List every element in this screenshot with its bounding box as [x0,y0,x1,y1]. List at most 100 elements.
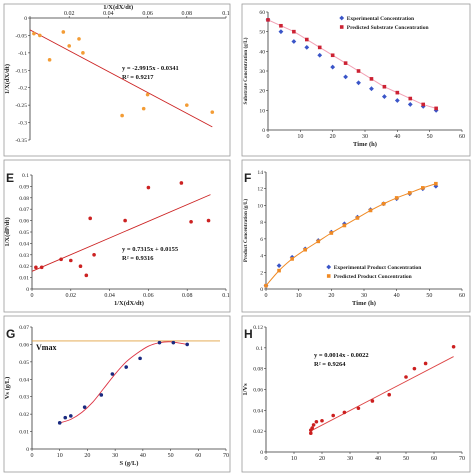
y-tick-label: 20 [259,89,265,95]
series-1 [57,340,189,425]
data-point [179,181,184,185]
y-tick-label: 10 [257,203,263,209]
data-point [434,181,438,186]
x-tick-label: 0.08 [182,293,193,299]
data-point [61,30,66,34]
data-point [69,414,73,418]
chart-panel-6: H 0 10 20 30 40 50 60 70 0 0.02 0.04 0.06 0.08 0.1 0.12… [241,315,471,473]
data-point [123,218,127,223]
panel-border [3,3,231,157]
y-tick-label: 0.01 [19,276,29,282]
y-tick-label: 0.04 [253,408,263,414]
data-point [138,356,142,361]
y-tick-label: 0 [24,16,27,22]
data-point [310,426,315,430]
x-tick-label: 10 [291,456,297,462]
data-point [305,37,309,42]
y-axis-title: 1/X(dX/dt) [4,64,11,94]
data-point [185,103,189,107]
y-tick-label: 0.08 [253,367,263,373]
data-point [32,31,36,36]
x-tick-label: 30 [361,293,367,299]
y-tick-label: 0.05 [19,230,29,236]
data-point [408,96,413,101]
y-tick-label: 0.07 [19,325,29,331]
panel-letter: G [6,327,15,341]
panel-letter: E [6,171,14,185]
y-tick-label: 0.08 [19,196,29,202]
equation-label: R² = 0.9217 [122,74,154,81]
y-axis-title: 1/Vs [242,383,249,396]
chart-panel-4: F 0 10 20 30 40 50 60 0 2 4 6 8 10 12 14 Time (h) Product… [241,159,471,313]
legend-marker [339,25,344,29]
data-point [264,283,268,288]
data-point [38,33,42,38]
data-point [421,102,425,107]
data-point [314,419,319,424]
data-point [279,23,283,28]
data-point [277,268,281,273]
x-tick-label: 0 [31,293,34,299]
x-tick-label: 20 [84,453,90,459]
x-tick-label: 40 [375,456,381,462]
y-tick-label: 0.09 [19,184,29,190]
data-point [82,405,87,409]
y-tick-label: 0.07 [19,207,29,213]
trend-line [29,29,213,128]
equation-label: y = -2.9915x - 0.0341 [122,65,179,72]
data-point [331,413,336,418]
y-tick-label: 50 [259,30,265,36]
data-point [421,186,425,190]
y-tick-label: 0.01 [19,430,29,436]
data-point [316,239,321,244]
legend-marker [326,264,332,270]
equation-label: y = 0.7315x + 0.0155 [122,246,179,253]
panel-border [241,3,471,157]
y-tick-label: 0.02 [253,429,263,435]
data-point [317,52,323,58]
x-tick-label: 0 [265,456,268,462]
panel-letter: H [244,327,253,341]
data-point [69,258,73,263]
data-point [434,106,438,111]
y-tick-label: 6 [260,237,263,243]
y-tick-label: -0.1 [18,51,27,57]
x-tick-label: 30 [347,456,353,462]
data-point [77,37,81,41]
y-axis-title: Vs (g/L) [4,377,11,400]
x-axis-title: S (g/L) [120,460,139,467]
data-point [145,92,150,97]
y-tick-label: 0.12 [253,325,263,331]
data-point [382,94,387,99]
data-point [57,421,62,425]
data-point [356,406,361,411]
data-point [407,191,412,195]
x-tick-label: 60 [459,134,465,140]
data-point [67,44,71,48]
y-tick-label: 0.06 [19,219,29,225]
x-tick-label: 0.04 [104,293,115,299]
y-tick-label: 0.1 [256,346,263,352]
data-point [84,273,89,278]
data-point [266,18,270,22]
x-tick-label: 20 [319,456,325,462]
y-tick-label: 8 [260,220,263,226]
y-tick-label: 0.03 [19,395,29,401]
data-point [291,39,297,44]
data-point [404,375,408,379]
x-axis-title: 1/X(dX/dt) [103,4,133,11]
series-1 [29,29,215,128]
data-point [381,201,386,206]
panel-letter: F [244,171,251,185]
x-tick-label: 0.1 [222,293,230,299]
trend-line [310,356,454,432]
y-tick-label: 0.1 [22,173,29,179]
y-tick-label: -0.25 [15,103,27,109]
data-point [330,64,336,70]
y-tick-label: 4 [260,254,263,260]
data-point [342,223,347,228]
x-tick-label: 20 [328,293,334,299]
data-point [320,418,324,423]
x-tick-label: 0 [267,134,270,140]
